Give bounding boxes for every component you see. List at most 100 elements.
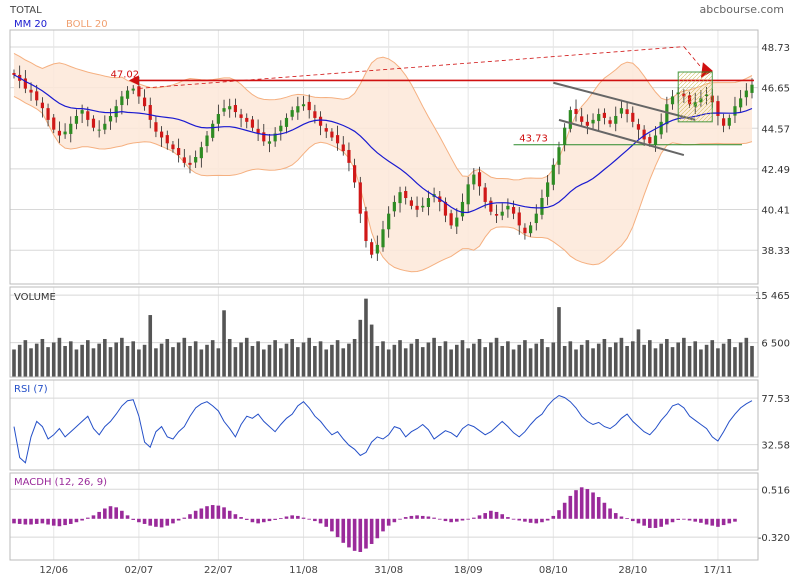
candle-body [426,198,431,208]
candle-body [665,104,669,125]
volume-bar [108,347,113,377]
date-axis: 12/06 02/07 22/07 11/08 31/08 18/09 08/10 28/10… [9,29,759,576]
macd-bar [613,513,618,519]
panel-frame [9,379,759,471]
macd-bar [562,502,567,519]
macd-bar [460,518,465,521]
macd-bar [630,518,635,522]
volume-bar [710,340,715,377]
candle-body [670,96,675,105]
candle-body [171,144,175,150]
macd-bar [489,510,493,519]
rsi-tick-label: 77.53 [761,394,790,405]
macd-bar [648,518,652,528]
trend-dashed-line [138,46,684,89]
macd-bar [148,518,153,526]
candle-body [148,105,152,120]
volume-bar [369,324,374,377]
volume-bar [483,347,487,377]
resistance-arrowhead [128,75,139,86]
macd-bar [34,518,39,524]
candle-body [165,135,169,144]
date-tick-label: 11/08 [289,565,318,576]
macd-bar [244,518,249,520]
price-tick-label: 46.65 [761,84,790,95]
date-tick-label: 02/07 [124,565,153,576]
macd-bar [426,516,431,519]
macd-bar [296,515,300,519]
candle-body [472,174,476,185]
candle-body [733,106,737,116]
volume-bar [216,348,221,377]
macd-bar [51,518,56,526]
macd-bar [733,518,737,522]
macd-bar [494,511,499,519]
macd-bar [250,518,255,523]
candle-body [57,130,62,136]
rsi-title: RSI (7) [14,384,48,395]
volume-bar [324,349,329,377]
candle-body [154,122,158,132]
macd-bar [233,514,238,519]
macd-bar [120,510,124,519]
volume-bar [676,342,680,377]
macd-bar [455,518,459,522]
volume-tick-label: 6 500 [761,339,790,350]
candle-body [335,135,340,144]
candle-body [631,112,635,122]
volume-bar [682,337,686,377]
candle-body [216,114,220,124]
volume-bar [250,345,255,377]
macd-bar [199,508,204,519]
candle-body [483,187,487,202]
macd-bar [176,518,181,521]
volume-bar [750,345,754,377]
volume-bar [284,343,289,377]
macd-bar [721,518,726,526]
candle-body [273,133,277,142]
volume-bar [244,337,249,377]
volume-bar [506,341,510,377]
candle-body [608,120,612,124]
candle-body [353,165,357,183]
volume-bar [296,347,300,377]
candle-body [35,91,39,101]
candle-body [86,111,90,120]
rsi-panel: 77.53 32.58 RSI (7) [10,384,790,464]
volume-bar [426,342,431,377]
macd-bar [137,518,141,523]
candle-body [262,132,266,142]
candle-body [177,148,181,156]
volume-bar [358,319,363,377]
candle-body [199,147,203,159]
macd-bar [619,516,624,519]
candle-body [324,128,328,132]
volume-bar [409,343,414,377]
candle-body [80,110,84,114]
price-tick-label: 38.33 [761,246,790,257]
macd-tick-label: -0.320 [758,533,790,544]
macd-bar [193,510,198,519]
date-tick-label: 18/09 [454,565,483,576]
volume-bar [51,342,56,377]
bollinger-lower [13,95,753,273]
volume-panel: 15 465 6 500 VOLUME [10,291,790,377]
candle-body [398,192,402,204]
volume-bar [279,348,283,377]
volume-bar [159,343,164,377]
volume-bar [91,348,96,377]
source-label: abcbourse.com [700,3,784,16]
volume-bar [120,337,124,377]
macd-bar [80,518,84,521]
macd-bar [222,507,226,519]
macd-bar [381,518,385,532]
volume-bar [432,337,436,377]
legend-ma: MM 20 [14,19,47,30]
macd-bar [159,518,164,528]
macd-bar [704,518,709,525]
candle-body [722,118,726,126]
price-tick-label: 42.49 [761,165,790,176]
macd-bar [665,518,669,525]
volume-bar [398,340,402,377]
